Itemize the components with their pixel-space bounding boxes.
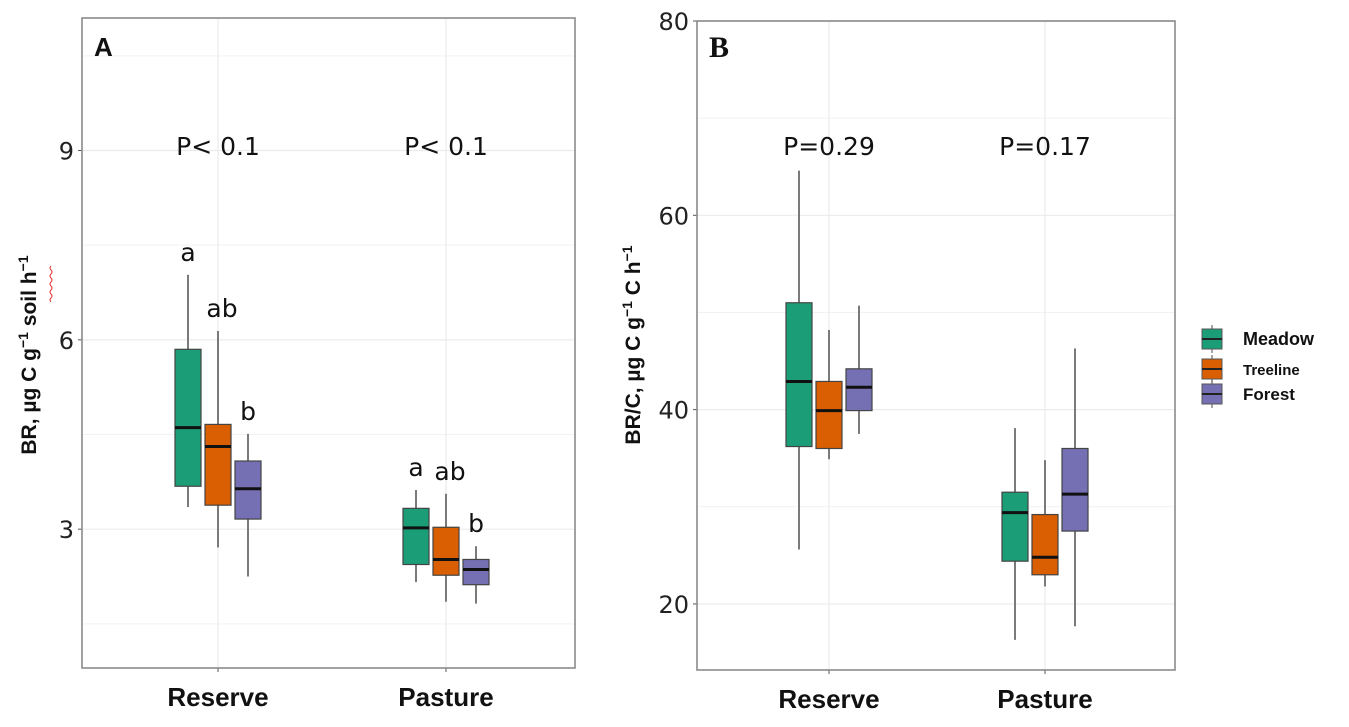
y-tick-label: 6: [59, 327, 74, 355]
box-forest: [1061, 348, 1089, 627]
legend-label: Meadow: [1243, 329, 1315, 349]
panel-label: B: [709, 31, 729, 64]
significance-letter: ab: [434, 457, 465, 486]
box-iqr: [785, 302, 813, 448]
y-axis-label-part: BR/C, µg C g: [622, 317, 645, 445]
significance-letter: a: [180, 238, 195, 267]
x-tick-label: Reserve: [167, 682, 268, 712]
plot-background: [82, 18, 575, 668]
box-forest: b: [234, 397, 262, 577]
box-meadow: a: [402, 453, 430, 583]
box-treeline: ab: [204, 294, 238, 548]
legend-item-treeline: Treeline: [1201, 355, 1300, 383]
box-meadow: [1001, 428, 1029, 640]
y-axis-label-part: BR, µg C g: [18, 348, 41, 455]
legend-item-forest: Forest: [1201, 380, 1295, 408]
box-iqr: [815, 380, 843, 450]
box-treeline: [1031, 460, 1059, 587]
box-iqr: [845, 368, 873, 412]
y-axis-label-superscript: −1: [15, 332, 31, 348]
box-iqr: [174, 348, 202, 487]
spellcheck-underline: [49, 265, 53, 303]
box-iqr: [462, 558, 490, 586]
p-value-annotation: P< 0.1: [176, 132, 260, 161]
panel-b: 20 40 60 80 Reserve Pasture P=0.29 P=0.17 B BR/C,…: [619, 8, 1176, 714]
y-axis-label: BR, µg C g−1 soil h−1: [15, 255, 41, 454]
significance-letter: ab: [206, 294, 237, 323]
legend-label: Forest: [1243, 385, 1295, 404]
p-value-annotation: P=0.29: [783, 132, 875, 161]
y-tick-label: 20: [658, 591, 689, 619]
y-axis-label-part: C h: [622, 261, 645, 301]
y-tick-label: 3: [59, 516, 74, 544]
panel-label: A: [94, 32, 113, 62]
y-tick-label: 9: [59, 138, 74, 166]
box-iqr: [1031, 513, 1059, 576]
box-treeline: [815, 329, 843, 460]
box-iqr: [204, 423, 232, 506]
p-value-annotation: P< 0.1: [404, 132, 488, 161]
p-value-annotation: P=0.17: [999, 132, 1091, 161]
y-axis-label: BR/C, µg C g−1 C h−1: [619, 245, 645, 444]
box-forest: [845, 305, 873, 434]
x-tick-label: Pasture: [398, 682, 493, 712]
box-forest: b: [462, 509, 490, 604]
legend-item-meadow: Meadow: [1201, 325, 1315, 353]
plot-border: [696, 20, 1176, 671]
plot-background: [697, 21, 1175, 670]
box-meadow: a: [174, 238, 202, 508]
box-treeline: ab: [432, 457, 466, 602]
y-tick-label: 40: [658, 397, 689, 425]
x-tick-label: Reserve: [778, 684, 879, 714]
box-iqr: [1001, 491, 1029, 562]
y-tick-label: 60: [658, 202, 689, 230]
y-axis-label-superscript: −1: [619, 301, 635, 317]
significance-letter: a: [408, 453, 423, 482]
box-iqr: [432, 526, 460, 576]
x-tick-label: Pasture: [997, 684, 1092, 714]
significance-letter: b: [240, 397, 256, 426]
y-tick-label: 80: [658, 8, 689, 36]
box-meadow: [785, 170, 813, 550]
legend: Meadow Treeline Forest: [1201, 325, 1315, 408]
box-iqr: [402, 507, 430, 566]
box-iqr: [1061, 447, 1089, 532]
y-axis-label-superscript: −1: [619, 245, 635, 261]
y-axis-label-part: soil h: [18, 271, 41, 332]
y-axis-label-superscript: −1: [15, 255, 31, 271]
plot-border: [81, 17, 576, 669]
significance-letter: b: [468, 509, 484, 538]
legend-label: Treeline: [1243, 362, 1300, 379]
